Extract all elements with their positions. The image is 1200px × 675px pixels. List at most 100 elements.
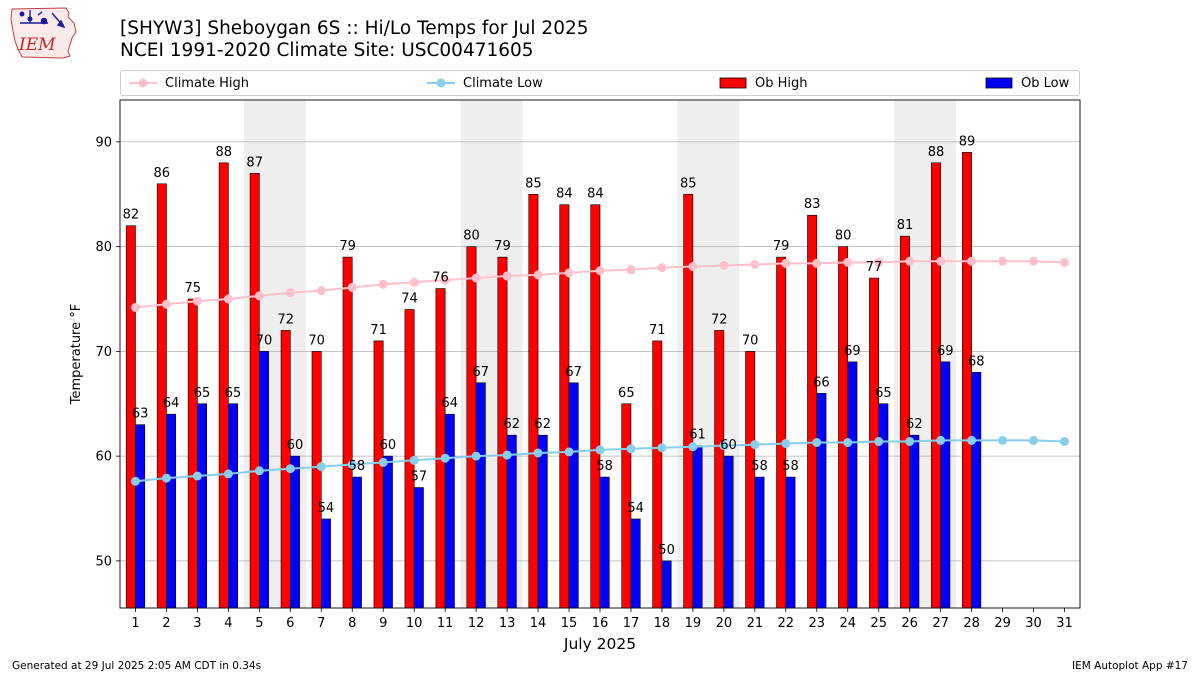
iem-logo: IEM — [10, 7, 77, 59]
x-tick-label: 5 — [255, 616, 263, 631]
climate-low-point — [409, 455, 419, 465]
climate-low-point — [1060, 436, 1070, 446]
climate-low-point — [378, 457, 388, 467]
climate-low-point — [285, 464, 295, 474]
ob-low-bar — [166, 413, 177, 609]
climate-high-point — [905, 256, 915, 266]
climate-high-point — [1060, 257, 1070, 267]
climate-high-point — [936, 256, 946, 266]
x-tick-label: 3 — [193, 616, 201, 631]
x-tick-label: 31 — [1056, 616, 1073, 631]
ob-high-label: 79 — [773, 239, 790, 254]
ob-high-bar — [187, 298, 198, 609]
ob-high-bar — [528, 193, 539, 609]
x-tick-label: 1 — [131, 616, 139, 631]
ob-high-label: 79 — [494, 239, 511, 254]
legend-bar-swatch — [719, 77, 747, 89]
ob-high-label: 85 — [525, 176, 542, 191]
x-tick-label: 20 — [716, 616, 733, 631]
ob-high-bar — [962, 152, 972, 609]
ob-high-label: 86 — [154, 166, 171, 181]
climate-high-point — [285, 288, 295, 298]
x-tick-label: 4 — [224, 616, 232, 631]
ob-low-bar — [351, 476, 362, 609]
ob-low-bar — [878, 403, 889, 609]
x-tick-label: 29 — [994, 616, 1011, 631]
x-tick-label: 13 — [499, 616, 516, 631]
ob-low-label: 58 — [782, 459, 799, 474]
legend-label: Climate High — [165, 75, 250, 91]
climate-high-point — [347, 282, 357, 292]
footer-app: IEM Autoplot App #17 — [1072, 660, 1188, 672]
climate-low-point — [564, 447, 574, 457]
climate-low-point — [719, 441, 729, 451]
climate-high-point — [843, 257, 853, 267]
x-tick-label: 24 — [839, 616, 856, 631]
legend-label: Ob High — [755, 75, 808, 91]
ob-high-label: 77 — [866, 260, 883, 275]
ob-high-label: 85 — [680, 176, 697, 191]
climate-high-point — [316, 286, 326, 296]
ob-high-bar — [435, 288, 446, 609]
ob-low-label: 68 — [968, 354, 985, 369]
climate-low-point — [533, 448, 543, 458]
ob-low-bar — [320, 518, 331, 609]
climate-high-point — [502, 271, 512, 281]
ob-low-bar — [568, 382, 579, 609]
ob-low-label: 62 — [906, 417, 923, 432]
ob-low-bar — [816, 392, 827, 609]
ob-high-bar — [311, 351, 322, 609]
climate-low-point — [161, 473, 171, 483]
x-tick-label: 19 — [685, 616, 702, 631]
climate-low-point — [688, 442, 698, 452]
x-tick-label: 11 — [437, 616, 454, 631]
ob-high-label: 70 — [742, 333, 759, 348]
chart-subtitle: NCEI 1991-2020 Climate Site: USC00471605 — [120, 40, 534, 61]
climate-low-point — [998, 435, 1008, 445]
climate-high-point — [719, 260, 729, 270]
ob-high-label: 88 — [928, 145, 945, 160]
weather-instrument-icon — [19, 10, 66, 29]
climate-high-point — [688, 262, 698, 272]
x-tick-label: 8 — [348, 616, 356, 631]
legend-bar-swatch — [985, 77, 1013, 89]
climate-high-point — [533, 270, 543, 280]
climate-high-point — [223, 294, 233, 304]
ob-high-label: 76 — [432, 271, 449, 286]
climate-high-point — [967, 256, 977, 266]
ob-low-label: 65 — [225, 386, 242, 401]
ob-high-label: 83 — [804, 197, 821, 212]
ob-high-bar — [776, 256, 787, 609]
ob-high-label: 71 — [370, 323, 387, 338]
x-tick-label: 9 — [379, 616, 387, 631]
ob-low-bar — [228, 403, 238, 609]
ob-low-label: 57 — [411, 470, 428, 485]
ob-low-label: 61 — [689, 428, 706, 443]
legend-line-marker — [427, 78, 455, 88]
x-tick-label: 14 — [530, 616, 547, 631]
climate-high-point — [409, 277, 419, 287]
ob-low-bar — [537, 434, 548, 609]
legend: Climate High Climate Low Ob High Ob Low — [120, 70, 1080, 96]
ob-low-label: 62 — [534, 417, 551, 432]
climate-low-point — [254, 466, 264, 476]
ob-low-bar — [475, 382, 486, 609]
ob-high-bar — [683, 193, 694, 609]
climate-low-point — [781, 439, 791, 449]
ob-high-label: 71 — [649, 323, 666, 338]
x-tick-label: 15 — [561, 616, 578, 631]
climate-low-point — [347, 460, 357, 470]
ob-low-bar — [135, 424, 146, 609]
ob-low-bar — [413, 487, 424, 609]
legend-line-marker — [129, 78, 157, 88]
climate-low-point — [657, 443, 667, 453]
x-tick-label: 27 — [932, 616, 949, 631]
x-tick-label: 21 — [747, 616, 764, 631]
ob-low-label: 69 — [937, 344, 954, 359]
legend-item-climate-high: Climate High — [129, 71, 249, 95]
climate-high-point — [626, 265, 636, 275]
ob-low-label: 65 — [875, 386, 892, 401]
ob-high-label: 74 — [401, 291, 418, 306]
legend-item-ob-high: Ob High — [719, 71, 808, 95]
ob-low-label: 63 — [132, 407, 149, 422]
